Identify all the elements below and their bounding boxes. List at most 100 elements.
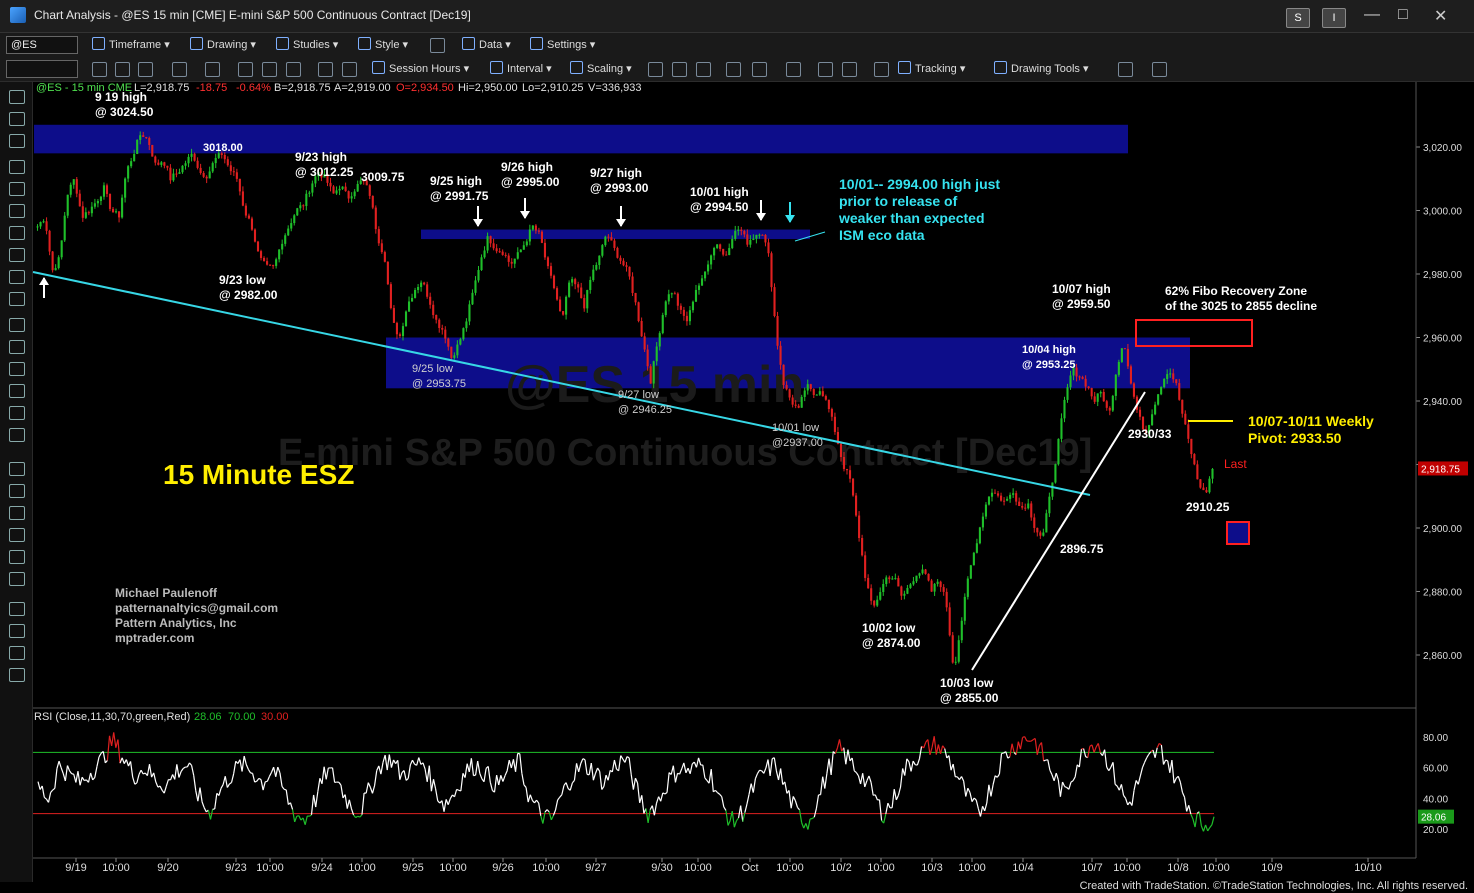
- settings-menu[interactable]: Settings ▾: [530, 37, 595, 51]
- style-menu[interactable]: Style ▾: [358, 37, 408, 51]
- chat-icon[interactable]: [1152, 62, 1167, 77]
- marker-tool-icon[interactable]: [9, 506, 25, 520]
- price-zone-1[interactable]: [34, 124, 1128, 154]
- zoom-in-icon[interactable]: [818, 62, 833, 77]
- rsi-segment: [1024, 736, 1028, 742]
- bars-tool-icon[interactable]: [9, 318, 25, 332]
- zoom-out-icon[interactable]: [842, 62, 857, 77]
- window-icon[interactable]: [786, 62, 801, 77]
- arrow-up-tool-icon[interactable]: [9, 484, 25, 498]
- pointer-tool-icon[interactable]: [9, 90, 25, 104]
- scaling-menu[interactable]: Scaling ▾: [570, 61, 632, 75]
- erase-all-tool-icon[interactable]: [9, 646, 25, 660]
- grid-view-icon[interactable]: [874, 62, 889, 77]
- channel-tool-icon[interactable]: [9, 226, 25, 240]
- ellipse-tool-icon[interactable]: [9, 270, 25, 284]
- studies-menu[interactable]: Studies ▾: [276, 37, 338, 51]
- chart-icon[interactable]: [138, 62, 153, 77]
- trendline-tool-icon[interactable]: [9, 182, 25, 196]
- candle-body: [568, 282, 571, 297]
- speed-line-tool-icon[interactable]: [9, 428, 25, 442]
- fib-circle-tool-icon[interactable]: [9, 384, 25, 398]
- rsi-segment: [752, 778, 756, 793]
- rsi-segment: [1194, 813, 1198, 828]
- arrow-tool-icon[interactable]: [9, 292, 25, 306]
- candle-body: [1190, 438, 1193, 455]
- timeframe-menu[interactable]: Timeframe ▾: [92, 37, 170, 51]
- rsi-segment: [561, 785, 565, 795]
- candle-body: [1208, 478, 1211, 493]
- rsi-segment: [557, 796, 561, 801]
- export-icon[interactable]: [1118, 62, 1133, 77]
- rsi-segment: [552, 809, 557, 816]
- candle-body: [673, 293, 676, 295]
- horizontal-line-tool-icon[interactable]: [9, 204, 25, 218]
- rsi-segment: [927, 739, 931, 755]
- maximize-icon[interactable]: □: [1398, 6, 1408, 23]
- candle-icon[interactable]: [672, 62, 687, 77]
- save-icon[interactable]: [262, 62, 277, 77]
- price-zone-3[interactable]: [386, 337, 1190, 389]
- candle-body: [728, 248, 731, 256]
- price-tick-label: 3,020.00: [1423, 143, 1462, 154]
- cross-icon[interactable]: [318, 62, 333, 77]
- hollow-candle-icon[interactable]: [696, 62, 711, 77]
- rsi-label: RSI (Close,11,30,70,green,Red): [34, 711, 190, 723]
- gann-tool-icon[interactable]: [9, 406, 25, 420]
- data-menu[interactable]: Data ▾: [462, 37, 511, 51]
- drawing-menu[interactable]: Drawing ▾: [190, 37, 256, 51]
- candle-body: [948, 607, 951, 636]
- properties-tool-icon[interactable]: [9, 668, 25, 682]
- rsi-segment: [721, 796, 725, 808]
- rsi-segment: [1156, 743, 1160, 748]
- pen-tool-icon[interactable]: [9, 160, 25, 174]
- rsi-segment: [506, 760, 510, 771]
- fibo-recovery-zone[interactable]: [1135, 319, 1253, 347]
- line-icon[interactable]: [726, 62, 741, 77]
- ascending-trendline[interactable]: [971, 391, 1146, 671]
- eraser-tool-icon[interactable]: [9, 624, 25, 638]
- sync-icon[interactable]: [205, 62, 220, 77]
- print-icon[interactable]: [286, 62, 301, 77]
- calendar-icon[interactable]: [172, 62, 187, 77]
- fibonacci-tool-icon[interactable]: [9, 340, 25, 354]
- rsi-segment: [790, 796, 794, 809]
- crosshair-tool-icon[interactable]: [9, 134, 25, 148]
- drawing-tools-menu[interactable]: Drawing Tools ▾: [994, 61, 1088, 75]
- grid-icon[interactable]: [238, 62, 253, 77]
- candle-body: [990, 492, 994, 497]
- candle-body: [374, 207, 377, 230]
- fib-extension-tool-icon[interactable]: [9, 362, 25, 376]
- minimize-icon[interactable]: —: [1364, 6, 1380, 23]
- text-tool-icon[interactable]: [9, 572, 25, 586]
- link-icon[interactable]: [342, 62, 357, 77]
- arrow-down-tool-icon[interactable]: [9, 462, 25, 476]
- circle-tool-icon[interactable]: [9, 528, 25, 542]
- session-hours-menu[interactable]: Session Hours ▾: [372, 61, 469, 75]
- clock-icon[interactable]: [115, 62, 130, 77]
- refresh-icon[interactable]: [92, 62, 107, 77]
- i-button[interactable]: I: [1322, 8, 1346, 28]
- parallel-tool-icon[interactable]: [9, 248, 25, 262]
- descending-trendline[interactable]: [32, 271, 1091, 496]
- bar-chart-icon[interactable]: [752, 62, 767, 77]
- bar-type-icon[interactable]: [648, 62, 663, 77]
- candle-body: [429, 296, 432, 305]
- cursor-tool-icon[interactable]: [9, 112, 25, 126]
- symbol-input[interactable]: @ES: [6, 36, 78, 54]
- s-button[interactable]: S: [1286, 8, 1310, 28]
- time-tick-label: 9/24: [311, 862, 332, 874]
- target-box[interactable]: [1226, 521, 1250, 545]
- candle-body: [489, 236, 492, 244]
- rectangle-tool-icon[interactable]: [9, 550, 25, 564]
- price-zone-2[interactable]: [421, 229, 810, 240]
- ruler-tool-icon[interactable]: [9, 602, 25, 616]
- rsi-segment: [813, 808, 817, 818]
- close-icon[interactable]: ✕: [1434, 8, 1448, 25]
- interval-input[interactable]: [6, 60, 78, 78]
- tracking-menu[interactable]: Tracking ▾: [898, 61, 965, 75]
- interval-menu[interactable]: Interval ▾: [490, 61, 552, 75]
- candle-body: [601, 245, 604, 256]
- layout-icon[interactable]: [430, 38, 445, 53]
